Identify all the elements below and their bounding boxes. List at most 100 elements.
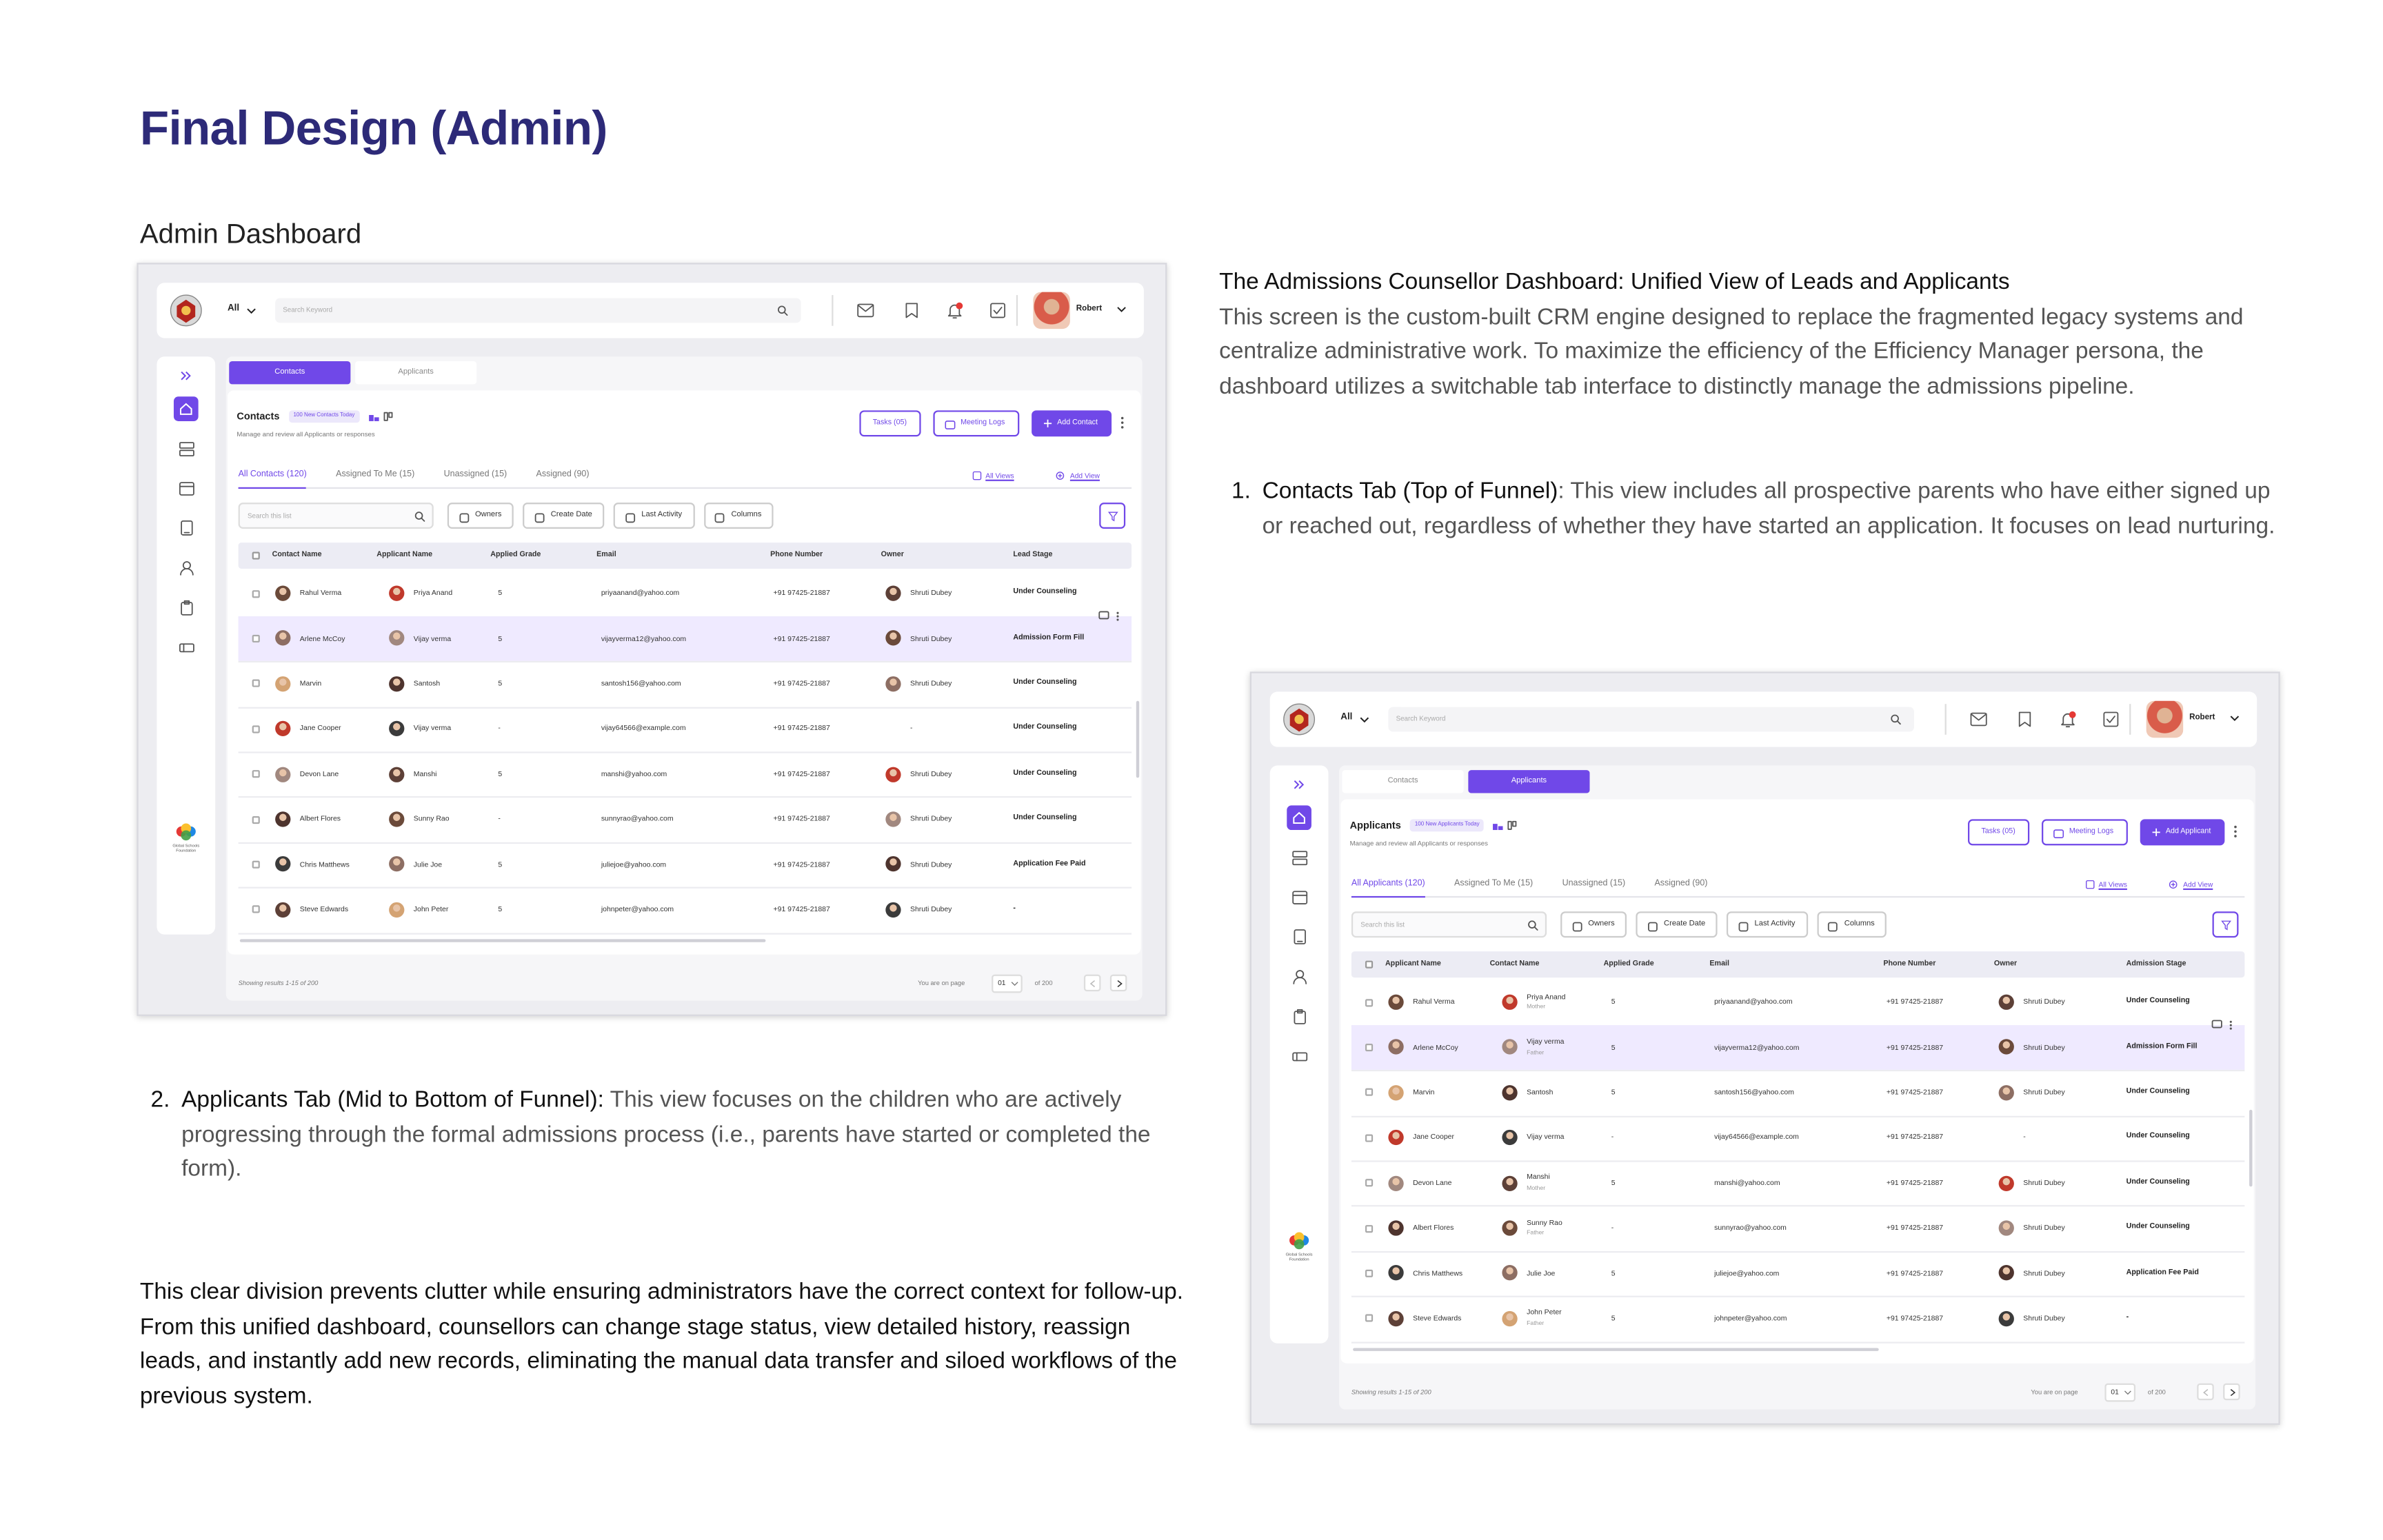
nav-icon-part[interactable]: [2106, 716, 2115, 723]
nav-icon-part[interactable]: [1293, 928, 1305, 944]
menu-dots-part[interactable]: [1120, 426, 1124, 429]
checkbox[interactable]: [1364, 1315, 1373, 1323]
filter-chip[interactable]: Create Date: [1636, 911, 1718, 938]
row-action-part[interactable]: [2229, 1024, 2232, 1026]
tab[interactable]: Contacts: [1342, 770, 1464, 793]
nav-icon-part[interactable]: [1970, 713, 1987, 721]
nav-icon-part[interactable]: [180, 601, 192, 615]
nav-icon-part[interactable]: [178, 642, 194, 652]
checkbox[interactable]: [1364, 960, 1373, 969]
button[interactable]: Tasks (05): [858, 410, 921, 437]
filter-chip[interactable]: Columns: [703, 503, 774, 529]
nav-icon-part[interactable]: [2018, 711, 2031, 727]
nav-icon[interactable]: [178, 480, 194, 495]
nav-icon-part[interactable]: [181, 560, 190, 569]
view-link[interactable]: Add View: [2183, 881, 2213, 889]
sidebar-toggle-part[interactable]: [185, 370, 191, 380]
nav-icon[interactable]: [1291, 850, 1307, 864]
scope-filter[interactable]: All: [227, 305, 240, 314]
filter-chip[interactable]: Create Date: [523, 503, 605, 529]
nav-icon-part[interactable]: [1296, 1008, 1303, 1013]
sidebar-toggle-part[interactable]: [1294, 779, 1300, 789]
nav-icon-part[interactable]: [1291, 850, 1307, 857]
nav-icon[interactable]: [1291, 889, 1307, 904]
page-arrow[interactable]: [1109, 974, 1127, 992]
sidebar-toggle[interactable]: [181, 370, 191, 380]
checkbox[interactable]: [1364, 1224, 1373, 1233]
filter-chip[interactable]: Last Activity: [1727, 911, 1808, 938]
checkbox[interactable]: [251, 860, 259, 869]
nav-icon[interactable]: [947, 302, 963, 318]
button[interactable]: Meeting Logs: [932, 410, 1019, 437]
row-action-part[interactable]: [2229, 1027, 2232, 1030]
filter-chip[interactable]: Owners: [447, 503, 514, 529]
nav-icon-part[interactable]: [2103, 711, 2119, 727]
row-action-part[interactable]: [1116, 615, 1119, 618]
nav-icon-part[interactable]: [956, 302, 963, 310]
button[interactable]: Tasks (05): [1967, 819, 2029, 846]
filter-chip[interactable]: Columns: [1816, 911, 1887, 938]
view-link[interactable]: All Views: [2098, 881, 2127, 889]
row-action-part[interactable]: [1116, 618, 1119, 621]
checkbox[interactable]: [251, 725, 259, 733]
sidebar-toggle-part[interactable]: [181, 370, 187, 380]
checkbox[interactable]: [251, 551, 259, 560]
view-tab[interactable]: Assigned To Me (15): [1454, 879, 1534, 889]
sidebar-toggle-part[interactable]: [1298, 779, 1305, 789]
nav-icon[interactable]: [2060, 711, 2076, 728]
page-select[interactable]: [2104, 1383, 2136, 1402]
nav-icon-part[interactable]: [993, 307, 1003, 314]
nav-icon-part[interactable]: [857, 303, 874, 318]
nav-icon[interactable]: [1292, 1008, 1306, 1024]
page-arrow[interactable]: [2223, 1383, 2240, 1401]
nav-icon[interactable]: [178, 640, 194, 654]
menu-dots[interactable]: [1120, 416, 1124, 429]
nav-icon-part[interactable]: [1970, 712, 1987, 727]
filter-chip[interactable]: Owners: [1560, 911, 1627, 938]
button[interactable]: Add Contact: [1031, 410, 1112, 437]
tab[interactable]: Contacts: [229, 361, 351, 385]
nav-icon-part[interactable]: [178, 481, 194, 495]
nav-icon-part[interactable]: [1292, 976, 1306, 984]
nav-icon[interactable]: [179, 519, 193, 535]
page-arrow[interactable]: [2197, 1383, 2214, 1401]
tab[interactable]: Applicants: [355, 361, 477, 385]
nav-icon-part[interactable]: [178, 449, 194, 456]
row-action-part[interactable]: [1116, 611, 1119, 614]
view-tab[interactable]: Assigned To Me (15): [336, 470, 415, 480]
checkbox[interactable]: [251, 815, 259, 824]
nav-icon[interactable]: [173, 396, 199, 421]
nav-icon[interactable]: [1287, 805, 1311, 831]
view-tab[interactable]: Unassigned (15): [443, 470, 507, 480]
user-menu[interactable]: Robert: [2189, 713, 2215, 722]
checkbox[interactable]: [1364, 1088, 1373, 1097]
nav-icon[interactable]: [178, 441, 194, 456]
nav-icon[interactable]: [1970, 712, 1987, 727]
nav-icon[interactable]: [2018, 711, 2031, 727]
checkbox[interactable]: [1364, 1269, 1373, 1277]
nav-icon[interactable]: [857, 303, 874, 318]
nav-icon[interactable]: [990, 303, 1006, 318]
view-tab[interactable]: Assigned (90): [1654, 879, 1708, 889]
view-link[interactable]: Add View: [1069, 472, 1100, 480]
nav-icon-part[interactable]: [1291, 1051, 1307, 1061]
nav-icon[interactable]: [1291, 1049, 1307, 1063]
menu-dots-part[interactable]: [2234, 835, 2237, 838]
nav-icon-part[interactable]: [905, 303, 918, 318]
filter-button[interactable]: [1099, 503, 1126, 529]
page-arrow[interactable]: [1083, 974, 1101, 992]
menu-dots-part[interactable]: [2234, 830, 2237, 833]
nav-icon[interactable]: [905, 303, 918, 318]
checkbox[interactable]: [251, 905, 259, 914]
sidebar-toggle[interactable]: [1294, 779, 1305, 789]
row-action[interactable]: [1116, 611, 1119, 621]
button[interactable]: Add Applicant: [2139, 819, 2225, 846]
menu-dots-part[interactable]: [1120, 421, 1124, 424]
checkbox[interactable]: [1364, 998, 1373, 1006]
view-tab[interactable]: Unassigned (15): [1562, 879, 1626, 889]
row-action[interactable]: [1098, 611, 1109, 620]
menu-dots-part[interactable]: [1120, 416, 1124, 420]
nav-icon-part[interactable]: [179, 567, 193, 575]
filter-button[interactable]: [2212, 911, 2239, 938]
search-bar[interactable]: [1388, 707, 1914, 732]
